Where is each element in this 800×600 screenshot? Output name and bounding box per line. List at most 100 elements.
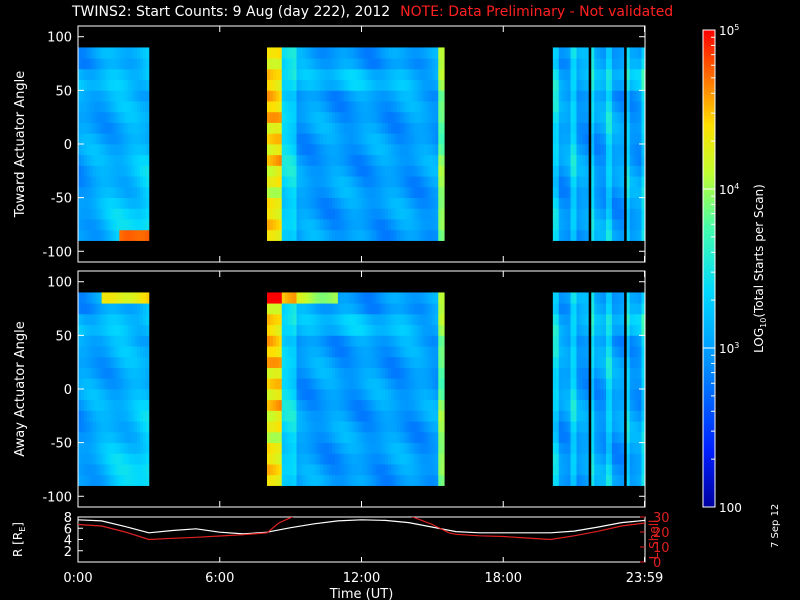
heatmap-cell (110, 165, 114, 177)
heatmap-cell (582, 229, 586, 241)
heatmap-cell (287, 324, 292, 336)
heatmap-cell (137, 47, 141, 59)
heatmap-cell (299, 399, 303, 411)
heatmap-cell (296, 442, 300, 454)
heatmap-cell (92, 453, 97, 465)
heatmap-cell (361, 474, 365, 486)
heatmap-cell (597, 410, 601, 422)
heatmap-cell (432, 303, 436, 315)
heatmap-cell (600, 474, 604, 486)
heatmap-cell (597, 47, 601, 59)
heatmap-cell (597, 165, 601, 177)
heatmap-cell (272, 165, 277, 177)
heatmap-cell (107, 356, 111, 368)
heatmap-cell (626, 186, 631, 199)
heatmap-cell (326, 335, 330, 347)
heatmap-cell (302, 122, 306, 134)
heatmap-cell (582, 442, 586, 454)
heatmap-cell (101, 335, 105, 347)
heatmap-cell (78, 335, 82, 347)
heatmap-cell (352, 186, 356, 199)
y-tick-label: -50 (51, 192, 72, 207)
heatmap-cell (641, 303, 645, 315)
heatmap-cell (89, 165, 94, 177)
heatmap-cell (370, 133, 374, 145)
heatmap-cell (302, 399, 306, 411)
heatmap-cell (632, 464, 636, 476)
heatmap-cell (438, 431, 442, 444)
heatmap-cell (594, 431, 598, 444)
heatmap-cell (376, 219, 380, 231)
heatmap-cell (635, 389, 639, 401)
heatmap-cell (414, 410, 419, 422)
heatmap-cell (352, 133, 356, 145)
heatmap-cell (564, 442, 569, 454)
heatmap-cell (399, 378, 404, 390)
heatmap-cell (417, 399, 421, 411)
heatmap-cell (89, 399, 94, 411)
heatmap-cell (323, 421, 327, 433)
heatmap-cell (608, 378, 613, 390)
heatmap-cell (119, 292, 123, 304)
heatmap-cell (420, 410, 424, 422)
heatmap-cell (278, 165, 283, 177)
heatmap-cell (614, 356, 619, 368)
heatmap-cell (275, 442, 280, 454)
heatmap-cell (287, 176, 292, 188)
heatmap-cell (382, 346, 386, 358)
heatmap-cell (125, 165, 129, 177)
heatmap-cell (591, 186, 595, 199)
heatmap-cell (293, 208, 297, 220)
heatmap-cell (272, 313, 277, 326)
colorbar-tick-label: 100 (719, 501, 742, 515)
heatmap-cell (326, 90, 330, 102)
heatmap-cell (597, 303, 601, 315)
heatmap-cell (116, 111, 120, 123)
heatmap-cell (323, 410, 327, 422)
heatmap-cell (414, 122, 419, 134)
heatmap-cell (582, 292, 586, 304)
heatmap-cell (125, 292, 129, 304)
heatmap-cell (346, 378, 351, 390)
heatmap-cell (414, 367, 419, 379)
heatmap-cell (296, 186, 300, 199)
heatmap-cell (331, 378, 336, 390)
heatmap-cell (349, 111, 354, 123)
heatmap-cell (275, 474, 280, 486)
heatmap-cell (311, 58, 315, 70)
heatmap-cell (337, 68, 342, 81)
heatmap-cell (388, 389, 392, 401)
heatmap-cell (140, 453, 144, 465)
heatmap-cell (299, 313, 303, 326)
heatmap-cell (370, 346, 374, 358)
heatmap-cell (83, 399, 88, 411)
heatmap-cell (555, 133, 560, 145)
heatmap-cell (89, 292, 94, 304)
heatmap-cell (343, 165, 348, 177)
heatmap-cell (284, 47, 289, 59)
heatmap-cell (95, 453, 100, 465)
heatmap-cell (145, 378, 150, 390)
heatmap-cell (311, 176, 315, 188)
heatmap-cell (119, 186, 123, 199)
heatmap-cell (441, 111, 445, 123)
heatmap-cell (608, 292, 613, 304)
heatmap-cell (370, 197, 374, 209)
heatmap-cell (305, 176, 309, 188)
heatmap-cell (125, 208, 129, 220)
heatmap-cell (582, 431, 586, 444)
heatmap-cell (405, 431, 410, 444)
heatmap-cell (382, 431, 386, 444)
heatmap-cell (98, 229, 103, 241)
heatmap-cell (603, 442, 607, 454)
heatmap-cell (92, 292, 97, 304)
heatmap-cell (275, 367, 280, 379)
heatmap-cell (134, 324, 138, 336)
heatmap-cell (402, 90, 407, 102)
heatmap-cell (134, 165, 138, 177)
heatmap-cell (629, 165, 633, 177)
heatmap-cell (275, 313, 280, 326)
heatmap-cell (641, 378, 645, 390)
heatmap-cell (632, 431, 636, 444)
heatmap-cell (402, 324, 407, 336)
